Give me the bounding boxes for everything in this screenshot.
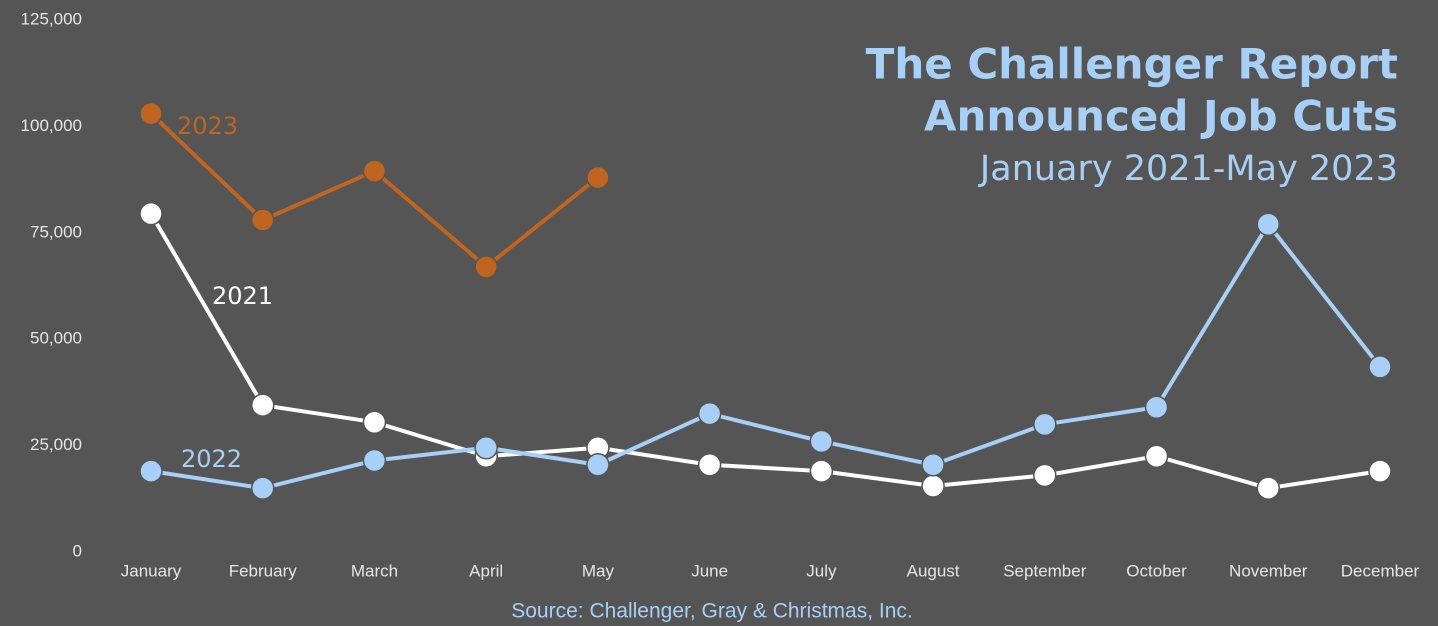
series-label: 2021	[212, 282, 273, 310]
y-tick-label: 50,000	[30, 329, 82, 348]
x-tick-label: August	[907, 561, 960, 580]
x-tick-label: September	[1003, 561, 1086, 580]
y-tick-label: 0	[73, 541, 82, 560]
point	[1256, 476, 1281, 500]
y-tick-label: 75,000	[30, 222, 82, 241]
point	[921, 474, 945, 498]
point	[809, 429, 834, 454]
point	[1144, 444, 1169, 468]
point	[474, 435, 498, 460]
y-tick-label: 25,000	[30, 435, 82, 454]
source: Source: Challenger, Gray & Christmas, In…	[511, 600, 913, 623]
x-tick-label: April	[469, 561, 503, 580]
point	[362, 159, 387, 183]
line	[149, 212, 1381, 491]
x-tick-label: November	[1229, 561, 1308, 580]
y-tick-label: 125,000	[21, 9, 82, 28]
point	[1144, 395, 1169, 420]
point	[1368, 459, 1392, 483]
point	[250, 476, 275, 500]
chart-title: The Challenger Report	[866, 40, 1398, 89]
point	[362, 410, 387, 434]
point	[139, 101, 163, 126]
point	[697, 401, 722, 426]
point	[474, 255, 498, 279]
y-tick-label: 100,000	[21, 116, 82, 135]
x-tick-label: May	[582, 561, 615, 580]
point	[1033, 463, 1057, 488]
point	[362, 448, 387, 473]
point	[139, 201, 163, 226]
point	[586, 165, 610, 190]
point	[250, 208, 275, 232]
chart-title: Announced Job Cuts	[924, 92, 1398, 141]
x-tick-label: February	[229, 561, 298, 580]
chart-subtitle: January 2021-May 2023	[978, 149, 1398, 189]
x-tick-label: June	[691, 561, 728, 580]
point	[1368, 355, 1392, 379]
x-tick-label: October	[1126, 561, 1187, 580]
point	[586, 453, 610, 477]
x-tick-label: January	[121, 561, 182, 580]
point	[139, 459, 163, 483]
point	[921, 453, 945, 477]
series-label: 2022	[181, 445, 242, 473]
point	[697, 453, 722, 477]
point	[809, 459, 834, 483]
x-tick-label: July	[806, 561, 837, 580]
series-label: 2023	[177, 112, 238, 140]
x-tick-label: December	[1341, 561, 1420, 580]
line	[150, 222, 1382, 491]
point	[250, 393, 275, 417]
x-tick-label: March	[351, 561, 398, 580]
point	[1256, 212, 1281, 237]
point	[1033, 412, 1057, 437]
